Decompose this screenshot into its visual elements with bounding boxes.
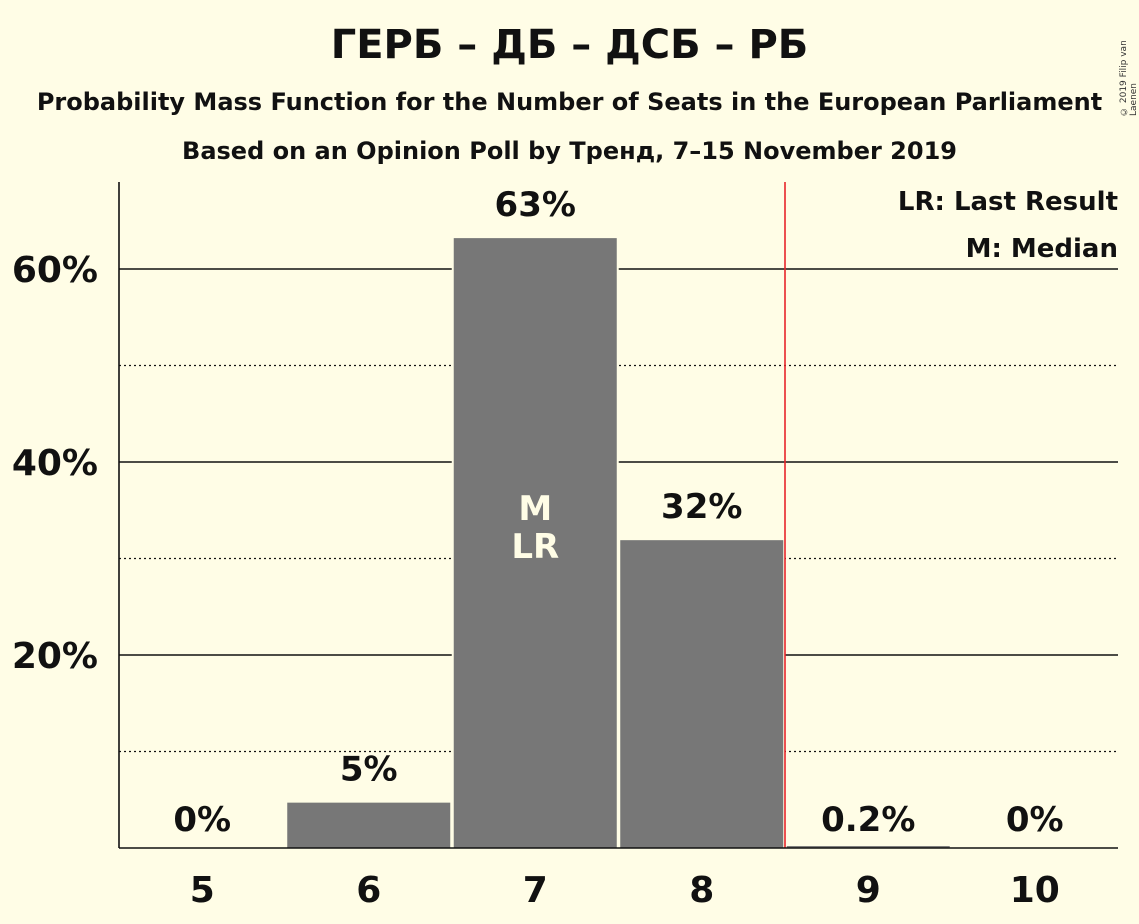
bar-value-label: 0.2% xyxy=(821,800,915,840)
bar-value-label: 0% xyxy=(173,800,231,840)
y-tick-label: 40% xyxy=(12,443,98,484)
x-tick-label: 5 xyxy=(190,870,215,911)
bar-value-label: 32% xyxy=(661,487,742,527)
bar xyxy=(287,802,451,848)
y-tick-label: 60% xyxy=(12,250,98,291)
bar xyxy=(453,238,617,848)
bar-value-label: 5% xyxy=(340,750,398,790)
legend-median: M: Median xyxy=(966,234,1118,264)
bar xyxy=(620,540,784,848)
x-tick-label: 6 xyxy=(356,870,381,911)
chart-subtitle-poll: Based on an Opinion Poll by Тренд, 7–15 … xyxy=(182,137,957,165)
chart-subtitle: Probability Mass Function for the Number… xyxy=(36,88,1103,116)
bar xyxy=(786,846,950,848)
y-tick-label: 20% xyxy=(12,636,98,677)
x-tick-label: 9 xyxy=(856,870,881,911)
x-tick-label: 10 xyxy=(1010,870,1060,911)
chart-title: ГЕРБ – ДБ – ДСБ – РБ xyxy=(330,22,809,68)
bar-value-label: 0% xyxy=(1006,800,1064,840)
x-tick-label: 8 xyxy=(689,870,714,911)
bar-value-label: 63% xyxy=(495,185,576,225)
last-result-marker-label: LR xyxy=(511,527,559,567)
legend-last-result: LR: Last Result xyxy=(898,187,1118,217)
bar-gap xyxy=(784,844,952,848)
median-marker-label: M xyxy=(518,489,552,529)
x-tick-label: 7 xyxy=(523,870,548,911)
